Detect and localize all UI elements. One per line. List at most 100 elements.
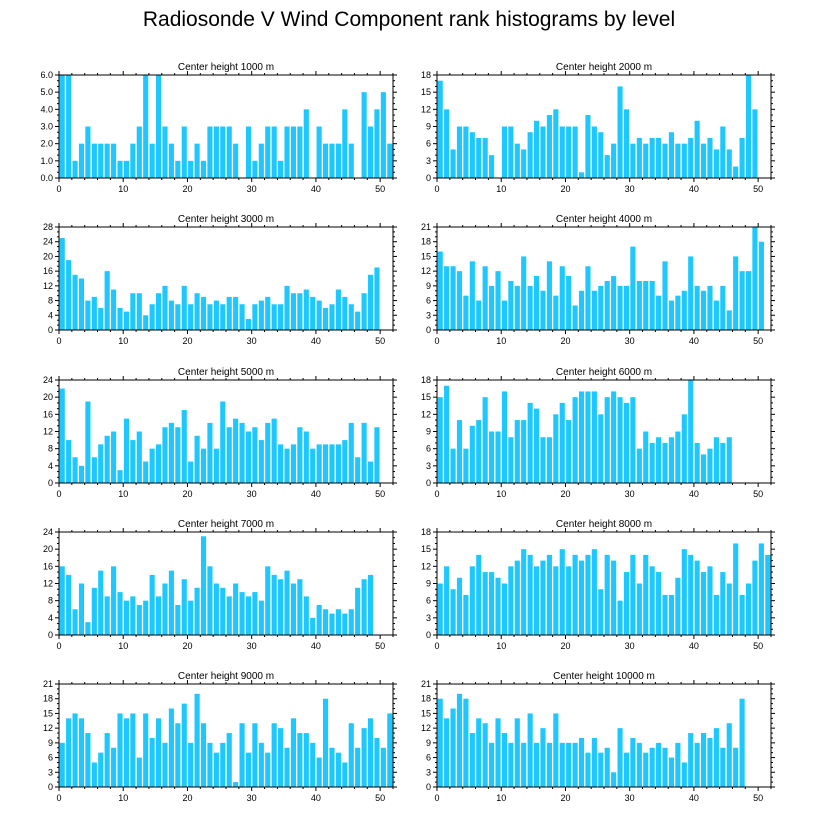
- bar: [713, 728, 719, 787]
- bar: [355, 747, 361, 787]
- bar: [239, 304, 245, 330]
- y-tick-label: 3.0: [40, 122, 53, 132]
- bar: [213, 583, 219, 635]
- bar: [335, 609, 341, 635]
- bar: [508, 280, 514, 330]
- bar: [623, 752, 630, 787]
- bar: [245, 596, 252, 636]
- bar: [342, 613, 348, 635]
- bar: [662, 261, 668, 330]
- bar: [643, 752, 649, 787]
- bar: [220, 401, 226, 483]
- x-tick-label: 50: [753, 336, 763, 346]
- x-tick-label: 0: [56, 641, 61, 651]
- bar: [342, 762, 348, 787]
- bar: [245, 431, 252, 483]
- bar: [348, 422, 354, 483]
- bar: [630, 397, 636, 483]
- bar: [533, 742, 540, 787]
- bar: [136, 757, 142, 787]
- bar: [521, 256, 527, 330]
- panel-title: Center height 4000 m: [556, 214, 652, 225]
- bar: [437, 397, 443, 483]
- bar: [617, 285, 623, 330]
- x-tick-label: 10: [496, 641, 506, 651]
- bar: [700, 733, 707, 787]
- bar: [200, 160, 207, 178]
- y-tick-label: 3: [426, 156, 431, 166]
- bar: [361, 728, 367, 787]
- bar: [194, 693, 200, 787]
- bar: [604, 554, 610, 635]
- bar: [662, 143, 668, 178]
- bar: [688, 256, 694, 330]
- bar: [713, 594, 719, 635]
- y-tick-label: 3: [426, 767, 431, 777]
- bar: [553, 414, 559, 483]
- bar: [533, 566, 540, 635]
- y-tick-label: 5.0: [40, 87, 53, 97]
- bar: [213, 126, 219, 178]
- bar: [578, 560, 585, 635]
- bar: [636, 583, 642, 635]
- x-tick-label: 30: [625, 793, 635, 803]
- bar: [745, 271, 752, 330]
- bar: [207, 126, 213, 178]
- bar: [297, 733, 303, 787]
- x-tick-label: 40: [689, 793, 699, 803]
- x-tick-label: 30: [247, 641, 257, 651]
- bar: [656, 572, 662, 635]
- bar: [91, 457, 97, 483]
- y-tick-label: 0: [48, 478, 53, 488]
- bar: [367, 574, 374, 635]
- bar: [559, 402, 565, 483]
- bar: [271, 304, 277, 330]
- y-tick-label: 12: [421, 723, 431, 733]
- bar: [681, 143, 687, 178]
- bar: [566, 420, 572, 483]
- bar: [611, 276, 617, 330]
- bar: [130, 596, 136, 636]
- x-tick-label: 20: [560, 489, 570, 499]
- bar: [604, 155, 610, 178]
- bar: [546, 742, 552, 787]
- y-tick-label: 1.0: [40, 156, 53, 166]
- bar: [310, 296, 316, 330]
- bar: [623, 572, 630, 635]
- bar: [258, 143, 264, 178]
- bar: [649, 566, 655, 635]
- y-tick-label: 21: [421, 679, 431, 689]
- bar: [220, 126, 226, 178]
- bar: [258, 300, 264, 330]
- bar: [611, 143, 617, 178]
- x-tick-label: 20: [182, 793, 192, 803]
- bar: [149, 143, 155, 178]
- bar: [175, 427, 181, 483]
- bar: [297, 579, 303, 635]
- bar: [239, 723, 245, 787]
- bar: [489, 431, 495, 483]
- bar: [252, 427, 258, 483]
- x-tick-label: 30: [625, 489, 635, 499]
- bar: [733, 543, 739, 635]
- x-tick-label: 10: [118, 184, 128, 194]
- bar: [662, 594, 668, 635]
- bar: [585, 115, 591, 178]
- bar: [688, 554, 694, 635]
- bar: [591, 290, 597, 330]
- y-tick-label: 0.0: [40, 173, 53, 183]
- bar: [553, 566, 559, 635]
- y-tick-label: 15: [43, 708, 53, 718]
- bar: [78, 278, 85, 330]
- bar: [374, 109, 380, 178]
- x-tick-label: 40: [311, 336, 321, 346]
- bar: [739, 594, 745, 635]
- x-tick-label: 10: [118, 793, 128, 803]
- bar: [668, 594, 675, 635]
- x-tick-label: 50: [375, 489, 385, 499]
- bar: [456, 420, 463, 483]
- x-tick-label: 0: [56, 184, 61, 194]
- bar: [361, 579, 367, 635]
- y-tick-label: 3: [426, 613, 431, 623]
